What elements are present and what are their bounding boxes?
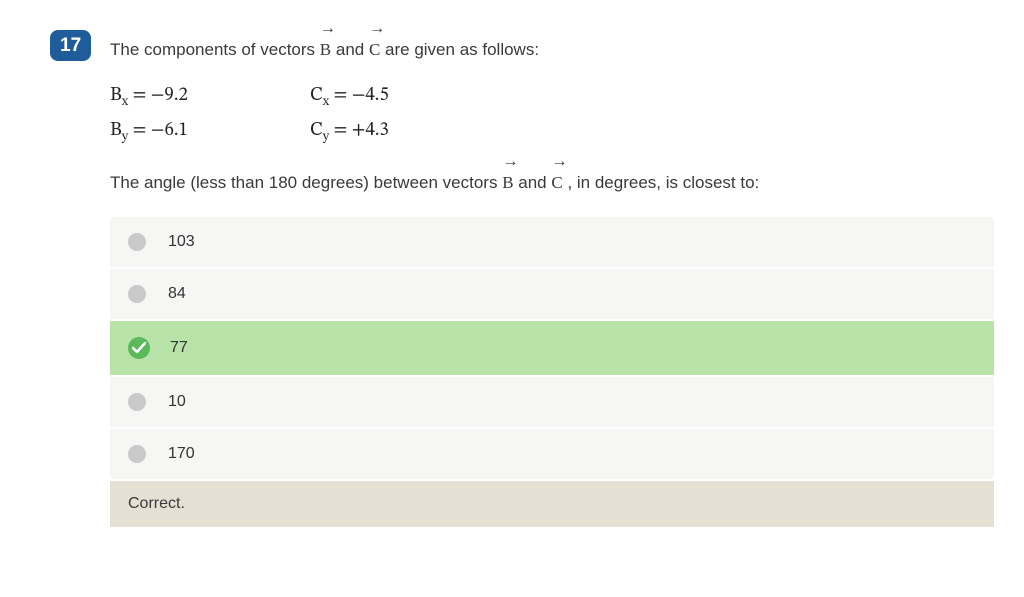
vector-letter: C	[369, 40, 380, 59]
equation-Cx: Cx = −4.5	[310, 84, 389, 111]
vector-letter: C	[551, 173, 562, 192]
question-number-badge: 17	[50, 30, 91, 61]
equation-Cy: Cy = +4.3	[310, 119, 389, 146]
equation-row: Bx = −9.2 Cx = −4.5	[110, 80, 994, 115]
stem-text: The angle (less than 180 degrees) betwee…	[110, 173, 502, 192]
stem-text: and	[336, 40, 369, 59]
checkmark-icon	[128, 337, 150, 359]
eq-rhs: = −9.2	[128, 86, 188, 105]
vector-C: →C	[369, 38, 380, 62]
radio-icon	[128, 285, 146, 303]
answer-option-correct[interactable]: 77	[110, 321, 994, 377]
stem-text: , in degrees, is closest to:	[567, 173, 759, 192]
eq-rhs: = −6.1	[128, 121, 188, 140]
equation-By: By = −6.1	[110, 119, 310, 146]
eq-var: C	[310, 86, 323, 105]
stem-text: are given as follows:	[385, 40, 539, 59]
vector-C: →C	[551, 171, 562, 195]
option-label: 10	[168, 393, 186, 411]
vector-letter: B	[502, 173, 513, 192]
feedback-banner: Correct.	[110, 481, 994, 527]
stem-text: and	[518, 173, 551, 192]
stem-line-2: The angle (less than 180 degrees) betwee…	[110, 171, 994, 195]
option-label: 103	[168, 233, 195, 251]
vector-letter: B	[320, 40, 331, 59]
answer-option[interactable]: 84	[110, 269, 994, 321]
radio-icon	[128, 233, 146, 251]
vector-B: →B	[502, 171, 513, 195]
stem-text: The components of vectors	[110, 40, 320, 59]
stem-line-1: The components of vectors →B and →C are …	[110, 38, 994, 62]
vector-arrow-icon: →	[320, 21, 331, 37]
option-label: 84	[168, 285, 186, 303]
vector-arrow-icon: →	[551, 154, 562, 170]
vector-B: →B	[320, 38, 331, 62]
answer-list: 103 84 77 10 170	[110, 217, 994, 479]
answer-option[interactable]: 10	[110, 377, 994, 429]
question-content: The components of vectors →B and →C are …	[110, 38, 994, 527]
eq-var: B	[110, 86, 122, 105]
radio-icon	[128, 393, 146, 411]
answer-option[interactable]: 103	[110, 217, 994, 269]
vector-arrow-icon: →	[502, 154, 513, 170]
eq-var: C	[310, 121, 323, 140]
radio-icon	[128, 445, 146, 463]
equation-row: By = −6.1 Cy = +4.3	[110, 115, 994, 150]
vector-arrow-icon: →	[369, 21, 380, 37]
eq-rhs: = +4.3	[329, 121, 389, 140]
answer-option[interactable]: 170	[110, 429, 994, 479]
eq-rhs: = −4.5	[329, 86, 389, 105]
feedback-text: Correct.	[128, 495, 185, 512]
equation-Bx: Bx = −9.2	[110, 84, 310, 111]
eq-var: B	[110, 121, 122, 140]
question-container: 17 The components of vectors →B and →C a…	[0, 0, 1024, 547]
option-label: 77	[170, 339, 188, 357]
option-label: 170	[168, 445, 195, 463]
